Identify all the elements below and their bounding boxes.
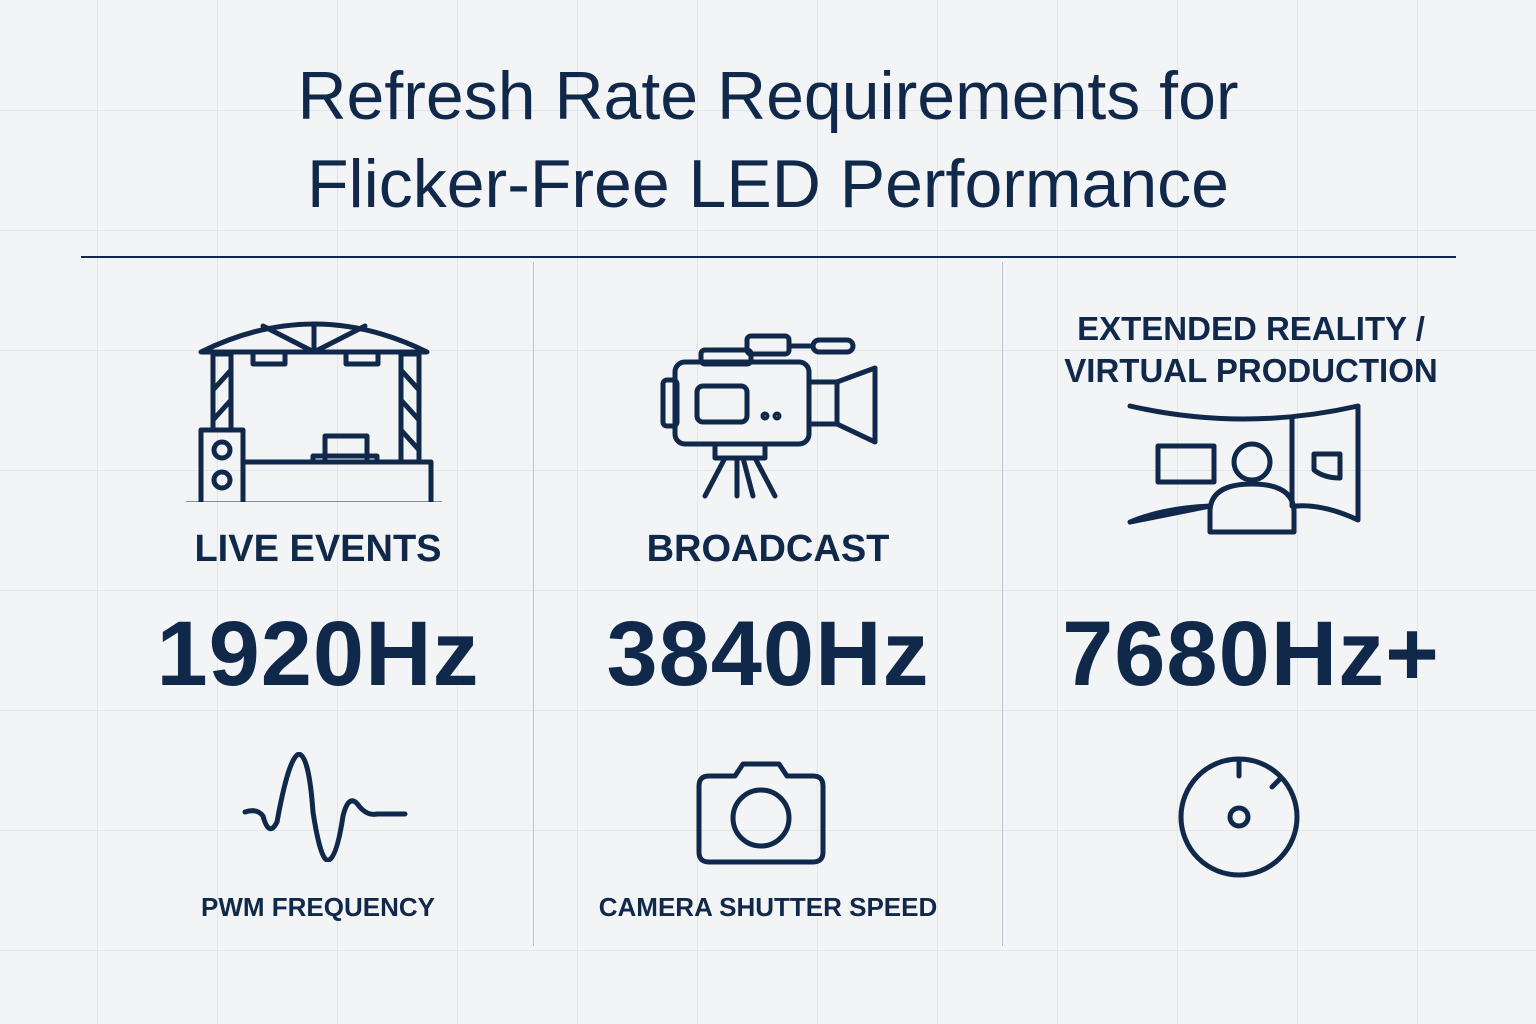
column-extended-reality: EXTENDED REALITY / VIRTUAL PRODUCTION 76… [1016, 262, 1486, 962]
category-label-line-2: VIRTUAL PRODUCTION [1064, 352, 1438, 389]
title-line-1: Refresh Rate Requirements for [297, 58, 1239, 134]
column-live-events: LIVE EVENTS 1920Hz PWM FREQUENCY [83, 262, 553, 962]
metric-label: CAMERA SHUTTER SPEED [598, 892, 938, 922]
waveform-icon [242, 752, 408, 862]
page-title: Refresh Rate Requirements for Flicker-Fr… [0, 52, 1536, 228]
camera-icon [696, 761, 826, 865]
category-label: BROADCAST [646, 528, 890, 570]
column-broadcast: BROADCAST 3840Hz CAMERA SHUTTER SPEED [533, 262, 1003, 962]
category-label: EXTENDED REALITY / VIRTUAL PRODUCTION [1016, 308, 1486, 392]
category-label: LIVE EVENTS [194, 528, 442, 570]
category-label-line-1: EXTENDED REALITY / [1077, 310, 1425, 347]
title-divider [81, 256, 1456, 258]
refresh-rate-value: 3840Hz [606, 603, 930, 705]
led-volume-icon [1127, 403, 1361, 535]
stage-icon [185, 321, 443, 502]
gauge-icon [1178, 756, 1300, 878]
refresh-rate-value: 1920Hz [156, 603, 480, 705]
column-divider [533, 262, 534, 946]
title-line-2: Flicker-Free LED Performance [306, 146, 1230, 222]
refresh-rate-value: 7680Hz+ [1062, 603, 1440, 705]
column-divider [1002, 262, 1003, 946]
metric-label: PWM FREQUENCY [201, 892, 435, 922]
video-camera-icon [660, 333, 878, 499]
